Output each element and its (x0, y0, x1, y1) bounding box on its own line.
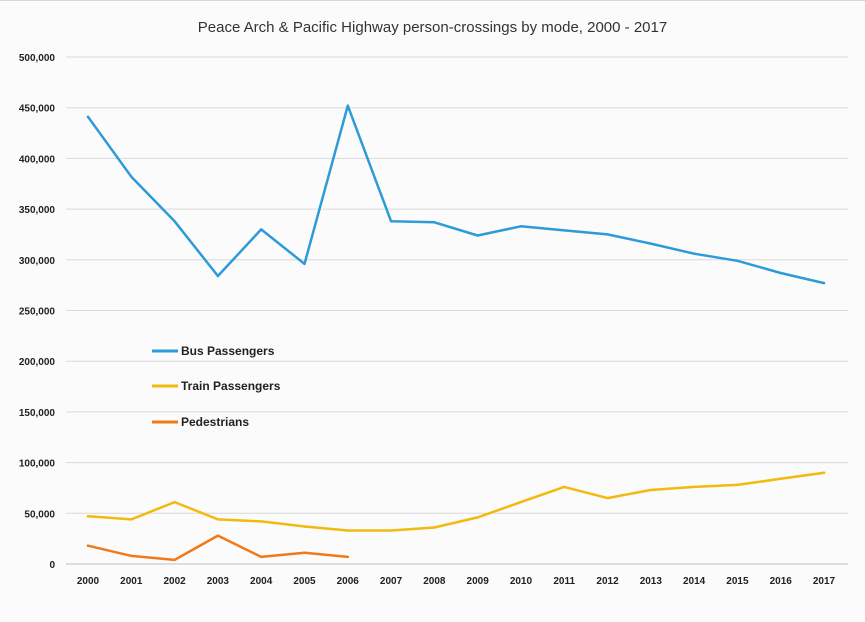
data-point (476, 234, 479, 237)
data-point (736, 483, 739, 487)
data-point (216, 534, 220, 537)
x-axis: 2000 2001 2002 2003 2004 2005 2006 2007 2008 2009… (66, 563, 848, 587)
data-point (779, 271, 782, 275)
series-line-bus-passengers (86, 104, 826, 285)
data-point (822, 471, 826, 474)
y-tick-label: 350,000 (19, 205, 56, 216)
x-tick-label: 2001 (120, 576, 143, 587)
legend-label: Train Passengers (181, 379, 281, 393)
data-point (303, 262, 306, 266)
x-tick-label: 2011 (553, 576, 575, 587)
y-tick-label: 100,000 (19, 459, 56, 470)
series-lines (86, 104, 826, 562)
data-point (216, 518, 220, 521)
data-point (606, 496, 609, 500)
y-tick-label: 500,000 (19, 53, 56, 64)
data-point (173, 500, 176, 504)
data-point (130, 518, 133, 521)
data-point (606, 233, 609, 236)
data-point (173, 220, 176, 223)
data-point (303, 551, 306, 555)
data-point (259, 555, 263, 559)
x-tick-label: 2009 (467, 576, 490, 587)
x-tick-label: 2012 (596, 576, 619, 587)
x-tick-label: 2010 (510, 576, 533, 587)
x-tick-label: 2003 (207, 576, 230, 587)
x-tick-label: 2006 (337, 576, 360, 587)
series-line-pedestrians (86, 534, 350, 562)
series-line-train-passengers (86, 471, 826, 532)
data-point (346, 104, 349, 107)
data-point (389, 529, 393, 532)
x-tick-label: 2002 (163, 576, 186, 587)
legend-label: Pedestrians (181, 415, 249, 429)
data-point (86, 515, 90, 518)
data-point (173, 558, 176, 562)
data-point (649, 488, 653, 492)
data-point (692, 252, 696, 255)
data-point (476, 516, 479, 519)
data-point (563, 229, 566, 232)
data-point (519, 225, 523, 228)
data-point (563, 485, 566, 489)
data-point (389, 220, 393, 223)
y-tick-label: 300,000 (19, 256, 56, 267)
data-point (433, 526, 436, 529)
data-point (433, 221, 436, 224)
chart-title: Peace Arch & Pacific Highway person-cros… (197, 19, 668, 36)
data-point (130, 175, 133, 178)
data-point (259, 520, 263, 523)
x-tick-label: 2008 (423, 576, 446, 587)
data-point (519, 500, 523, 504)
data-point (822, 281, 826, 285)
x-tick-label: 2015 (726, 576, 749, 587)
y-tick-label: 0 (49, 560, 55, 571)
y-tick-label: 250,000 (19, 307, 56, 318)
data-point (303, 525, 306, 528)
data-point (779, 477, 782, 481)
y-tick-label: 200,000 (19, 357, 56, 368)
data-point (259, 228, 263, 231)
data-point (130, 554, 133, 558)
y-tick-label: 150,000 (19, 408, 56, 419)
y-tick-label: 400,000 (19, 154, 56, 165)
x-tick-label: 2016 (770, 576, 793, 587)
y-axis: 0 50,000 100,000 150,000 200,000 250,000 300,0… (19, 53, 56, 571)
gridlines (66, 56, 848, 565)
x-tick-label: 2004 (250, 576, 273, 587)
x-tick-label: 2007 (380, 576, 403, 587)
legend-label: Bus Passengers (181, 344, 275, 358)
data-point (86, 115, 90, 119)
data-point (736, 259, 739, 263)
data-point (346, 555, 349, 559)
y-tick-label: 50,000 (24, 509, 55, 520)
x-tick-label: 2013 (640, 576, 663, 587)
legend: Bus Passengers Train Passengers Pedestrian… (152, 344, 281, 429)
data-point (346, 529, 349, 532)
y-tick-label: 450,000 (19, 104, 56, 115)
x-tick-label: 2014 (683, 576, 706, 587)
data-point (216, 274, 220, 278)
x-tick-label: 2000 (77, 576, 100, 587)
data-point (649, 242, 653, 245)
data-point (692, 485, 696, 489)
data-point (86, 544, 90, 547)
x-tick-label: 2005 (293, 576, 316, 587)
x-tick-label: 2017 (813, 576, 836, 587)
